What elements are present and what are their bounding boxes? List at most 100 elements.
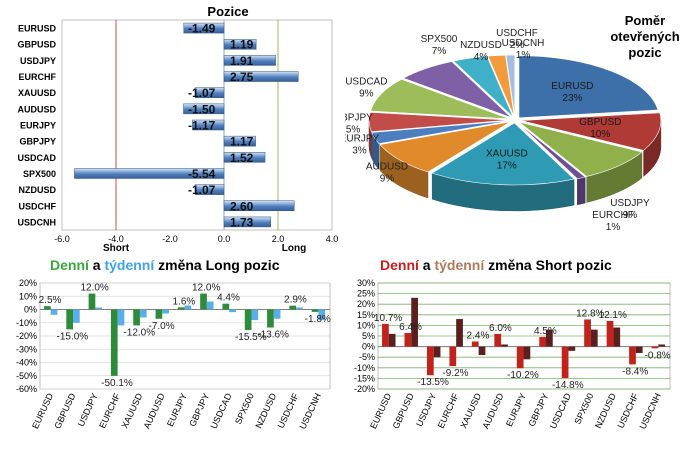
data-label: 12.8%: [576, 308, 604, 319]
pie-slice-percent: 5%: [346, 125, 361, 136]
daily-change-bar: [44, 306, 51, 310]
position-bar: [194, 87, 225, 98]
weekly-change-bar: [95, 307, 103, 310]
pie-slice-side: [577, 176, 586, 206]
weekly-change-bar: [658, 344, 666, 347]
daily-change-bar: [88, 293, 96, 310]
category-label: EURCHF: [97, 391, 122, 430]
position-bar: [223, 71, 299, 82]
pie-slice-percent: 4%: [474, 52, 489, 63]
pie-slice-label: USDCNH: [502, 38, 545, 49]
value-label: 1.91: [230, 54, 254, 68]
title-part: týdenní: [434, 257, 485, 273]
weekly-change-bar: [388, 333, 396, 347]
category-label: USDCHF: [276, 391, 301, 430]
weekly-change-bar: [318, 309, 326, 321]
y-tick-label: -5%: [359, 352, 375, 362]
category-label: EURUSD: [18, 24, 57, 34]
y-tick-label: 0%: [362, 342, 375, 352]
pie-slice: [519, 121, 643, 177]
pie-slice-percent: 1%: [516, 50, 531, 61]
pie-slice-label: EURUSD: [551, 81, 593, 92]
value-label: 1.17: [230, 135, 254, 149]
y-tick-label: 20%: [357, 299, 375, 309]
long-change-chart-svg: Denní a týdenní změna Long pozic 20% 10% 0%…: [16, 257, 331, 431]
weekly-change-bar: [590, 329, 598, 347]
weekly-change-bar: [184, 305, 192, 310]
category-label: USDJPY: [414, 392, 438, 428]
value-label: 1.19: [230, 38, 254, 52]
weekly-change-bar: [50, 309, 58, 315]
pie-slice: [505, 54, 516, 118]
value-label: 1.73: [230, 215, 254, 229]
weekly-change-bar: [501, 344, 508, 347]
data-label: -13.6%: [257, 330, 289, 341]
y-tick-label: -10%: [16, 318, 37, 328]
daily-change-bar: [267, 309, 274, 328]
value-label: 2.75: [230, 70, 254, 84]
x-tick-label: -6.0: [54, 234, 70, 244]
category-label: AUDUSD: [480, 391, 505, 430]
category-label: GBPUSD: [52, 391, 77, 430]
data-label: -50.1%: [101, 378, 133, 389]
category-label: XAUUSD: [120, 391, 145, 430]
weekly-change-bar: [139, 309, 147, 318]
pie-slice-label: GBPUSD: [579, 117, 621, 128]
weekly-change-bar: [162, 309, 169, 314]
pie-slice: [520, 112, 662, 151]
change-title: Denní a týdenní změna Short pozic: [380, 257, 612, 273]
position-bar: [194, 184, 225, 195]
position-bar: [223, 135, 256, 147]
daily-change-bar: [66, 309, 74, 330]
weekly-change-bar: [478, 346, 486, 356]
daily-change-bar: [584, 319, 591, 347]
y-tick-label: 5%: [362, 331, 375, 341]
daily-change-bar: [449, 346, 457, 367]
category-label: USDCHF: [615, 391, 640, 430]
category-label: EURJPY: [504, 392, 528, 428]
category-label: EURUSD: [368, 391, 393, 430]
weekly-change-bar: [229, 309, 236, 313]
title-part: týdenní: [104, 257, 155, 273]
data-label: 4.5%: [534, 326, 557, 337]
category-label: USDCAD: [17, 153, 56, 163]
y-tick-label: 30%: [357, 278, 375, 288]
y-tick-label: -10%: [354, 363, 375, 373]
pie-title: Poměr otevřených pozic: [610, 13, 679, 60]
x-tick-label: 2.0: [272, 234, 285, 244]
daily-change-bar: [222, 303, 230, 310]
position-bar: [223, 55, 276, 66]
data-label: -14.8%: [552, 380, 584, 391]
short-annotation: Short: [103, 243, 130, 254]
title-part: změna Short pozic: [484, 257, 612, 273]
category-label: EURCHF: [436, 391, 461, 430]
daily-change-bar: [561, 346, 569, 378]
pie-slice-label: XAUUSD: [486, 148, 528, 159]
long-annotation: Long: [282, 243, 306, 254]
short-change-chart-svg: Denní a týdenní změna Short pozic30%25%2…: [354, 257, 671, 431]
category-label: NZDUSD: [253, 391, 278, 430]
title-part: Denní: [380, 257, 420, 273]
category-label: EURUSD: [30, 391, 55, 430]
category-label: AUDUSD: [17, 104, 56, 114]
daily-change-bar: [471, 341, 479, 347]
daily-change-bar: [311, 309, 319, 312]
daily-change-bar: [516, 346, 524, 369]
data-label: 12.0%: [192, 283, 220, 294]
data-label: 12.1%: [599, 310, 627, 321]
value-label: 1.52: [230, 151, 254, 165]
pie-slice-percent: 3%: [352, 145, 367, 156]
pie-slice-label: EURCHF: [592, 210, 634, 221]
pie-slice-percent: 23%: [562, 93, 582, 104]
weekly-change-bar: [206, 301, 214, 310]
weekly-change-bar: [411, 297, 418, 347]
data-label: 2.9%: [284, 295, 307, 306]
value-label: -1.07: [188, 183, 216, 197]
daily-change-bar: [133, 309, 140, 326]
positions-chart-svg: Pozice EURUSD -1.49 GBPUSD 1.19 USDJPY 1.91 EUR…: [17, 4, 338, 254]
title-part: Denní: [50, 257, 90, 273]
weekly-change-bar: [613, 327, 621, 347]
pie-slice-label: USDJPY: [610, 198, 650, 209]
position-bar: [223, 216, 271, 228]
daily-change-bar: [629, 346, 636, 365]
